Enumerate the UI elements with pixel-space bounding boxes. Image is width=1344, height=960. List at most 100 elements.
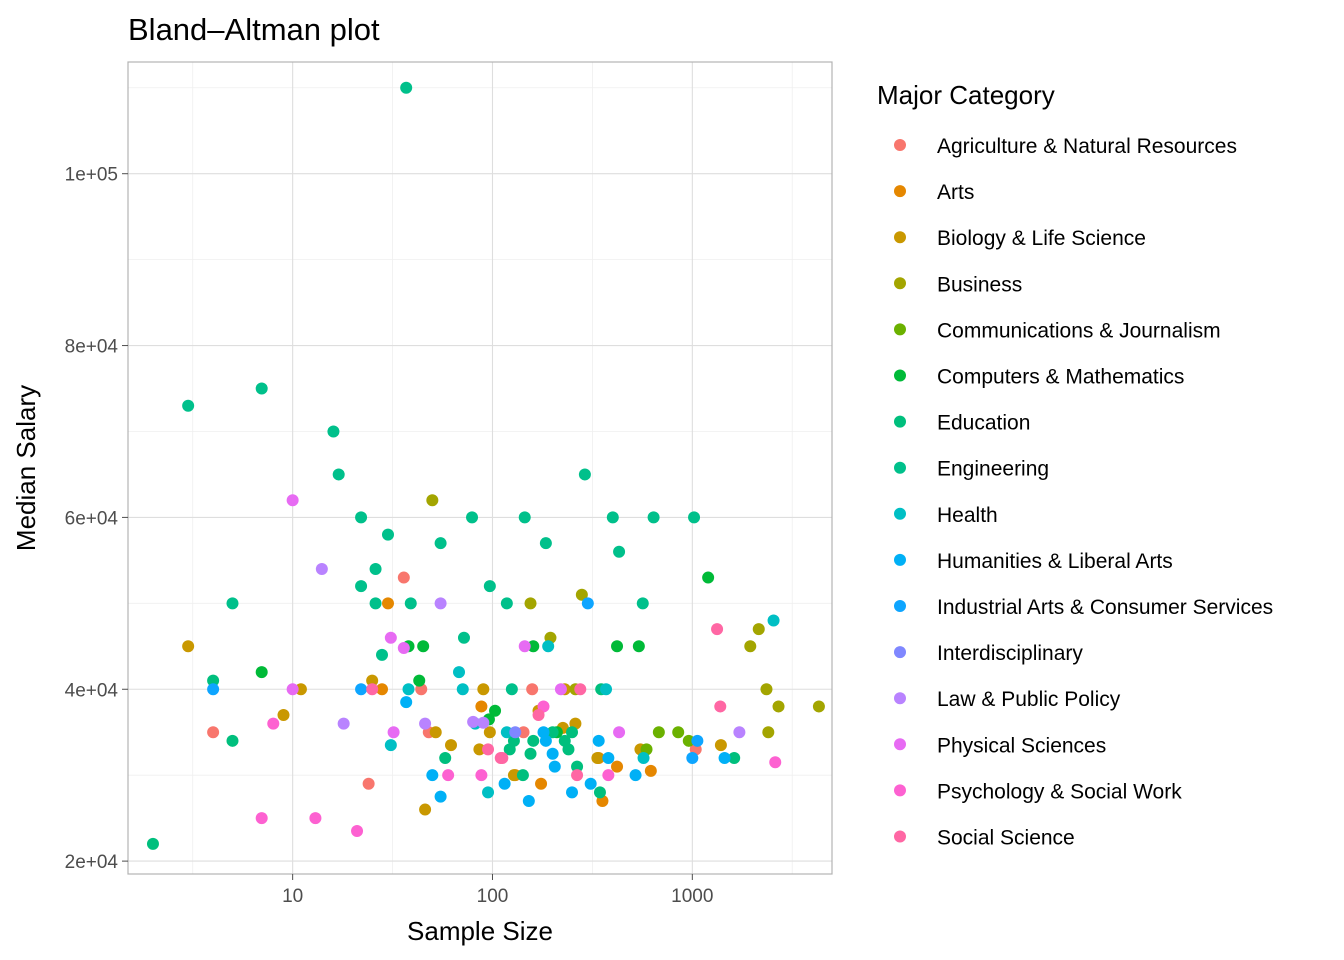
data-point	[566, 726, 579, 739]
data-point	[475, 769, 488, 782]
legend-key	[894, 600, 906, 612]
data-point	[581, 597, 594, 610]
data-point	[255, 382, 268, 395]
data-point	[672, 726, 685, 739]
plot-panel	[127, 61, 833, 875]
data-point	[647, 511, 660, 524]
data-point	[351, 825, 364, 838]
data-point	[632, 640, 645, 653]
data-point	[548, 760, 561, 773]
data-point	[434, 537, 447, 550]
legend-key	[894, 323, 906, 336]
panel-border	[127, 61, 833, 875]
data-point	[419, 803, 432, 816]
data-point	[575, 588, 588, 601]
data-point	[366, 674, 379, 687]
y-tick-label: 1e+05	[65, 165, 118, 186]
data-point	[286, 494, 299, 507]
legend-key	[894, 738, 906, 751]
legend-key	[894, 139, 906, 151]
data-point	[294, 683, 307, 696]
data-point	[384, 739, 397, 752]
data-point	[516, 769, 529, 782]
data-point	[309, 812, 322, 825]
data-point	[558, 734, 571, 747]
data-point	[381, 597, 394, 610]
x-tick-label: 100	[477, 886, 509, 907]
data-point	[255, 666, 268, 679]
data-point	[637, 752, 650, 764]
data-point	[327, 425, 340, 438]
data-point	[812, 700, 825, 713]
data-point	[527, 640, 540, 653]
legend-label: Computers & Mathematics	[937, 366, 1184, 389]
data-point	[602, 752, 615, 764]
x-axis: 10 100 1000	[282, 874, 713, 907]
data-point	[613, 545, 626, 558]
data-point	[522, 794, 535, 807]
data-point	[419, 717, 432, 730]
data-point	[613, 726, 626, 739]
data-point	[457, 631, 470, 644]
legend-key	[894, 507, 906, 520]
data-point	[426, 494, 439, 507]
legend-label: Social Science	[937, 827, 1075, 850]
legend-key	[894, 553, 906, 566]
legend-key	[894, 277, 906, 290]
legend-label: Health	[937, 504, 998, 527]
data-point	[337, 717, 350, 730]
legend-label: Business	[937, 273, 1022, 296]
data-point	[688, 511, 701, 524]
chart-title: Bland–Altman plot	[128, 12, 380, 47]
y-tick-label: 8e+04	[65, 337, 119, 358]
data-point	[584, 777, 597, 790]
legend-key	[894, 231, 906, 244]
legend-label: Engineering	[937, 458, 1049, 481]
data-point	[434, 597, 447, 610]
y-tick-label: 2e+04	[65, 852, 119, 873]
data-point	[381, 528, 394, 541]
data-point	[402, 683, 415, 696]
legend-label: Education	[937, 412, 1030, 435]
data-point	[315, 562, 328, 575]
data-point	[207, 683, 220, 696]
data-point	[444, 739, 457, 752]
data-point	[691, 734, 704, 747]
data-point	[527, 734, 540, 747]
data-point	[467, 715, 480, 728]
data-point	[539, 537, 552, 550]
data-point	[475, 700, 488, 713]
legend-label: Arts	[937, 181, 974, 204]
x-tick-label: 1000	[671, 886, 713, 907]
data-point	[482, 743, 495, 756]
legend-label: Physical Sciences	[937, 734, 1106, 757]
data-point	[507, 769, 520, 782]
data-point	[524, 597, 537, 610]
data-point	[456, 683, 469, 696]
legend-label: Biology & Life Science	[937, 227, 1146, 250]
data-point	[500, 597, 513, 610]
data-point	[769, 756, 782, 769]
data-point	[592, 734, 605, 747]
data-point	[332, 468, 345, 481]
data-point	[571, 760, 584, 773]
legend-label: Agriculture & Natural Resources	[937, 135, 1237, 158]
data-point	[207, 726, 220, 739]
data-point	[429, 726, 442, 739]
data-point	[496, 752, 509, 764]
data-point	[384, 631, 397, 644]
legend-key	[894, 185, 906, 198]
data-point	[477, 716, 490, 729]
data-point	[426, 769, 439, 782]
data-point	[591, 752, 604, 764]
data-point	[714, 739, 727, 752]
legend-key	[894, 461, 906, 474]
data-point	[546, 747, 559, 760]
data-point	[593, 786, 606, 799]
data-point	[376, 648, 389, 661]
data-point	[611, 760, 624, 773]
data-point	[532, 709, 545, 722]
data-point	[226, 597, 239, 610]
data-point	[760, 683, 773, 696]
data-point	[505, 683, 518, 696]
